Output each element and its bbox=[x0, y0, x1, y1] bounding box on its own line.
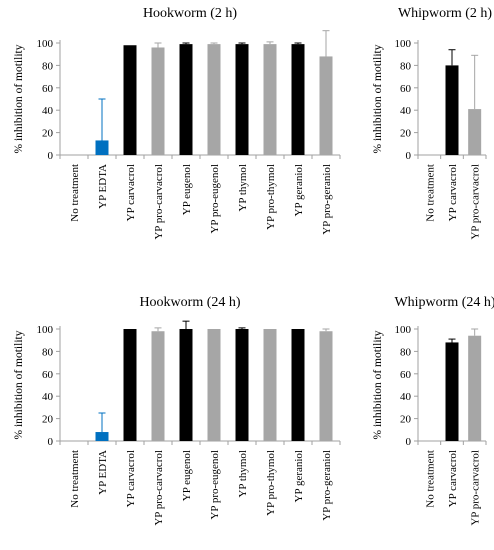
bar-6 bbox=[207, 44, 221, 156]
y-tick-label: 0 bbox=[48, 436, 54, 448]
y-tick-label: 100 bbox=[37, 38, 54, 50]
y-tick-label: 40 bbox=[400, 391, 412, 403]
y-tick-label: 40 bbox=[42, 391, 54, 403]
bar-3 bbox=[123, 329, 137, 441]
bar-10 bbox=[319, 56, 333, 155]
bar-9 bbox=[291, 44, 305, 156]
chart-panel-2: Whipworm (2 h) % inhibition of motility 0 2… bbox=[372, 6, 492, 240]
y-tick-label: 60 bbox=[400, 83, 412, 95]
y-tick-label: 20 bbox=[42, 414, 54, 426]
x-category-label: YP carvacrol bbox=[447, 450, 459, 507]
chart-title: Hookworm (24 h) bbox=[139, 295, 240, 310]
x-category-label: YP geraniol bbox=[293, 164, 305, 216]
y-tick-label: 20 bbox=[400, 128, 412, 140]
bar-5 bbox=[179, 44, 193, 156]
y-tick-label: 0 bbox=[406, 436, 412, 448]
y-tick-label: 0 bbox=[48, 150, 54, 162]
x-category-label: YP pro-eugenol bbox=[209, 164, 221, 234]
bar-8 bbox=[263, 44, 277, 156]
x-category-label: YP carvacrol bbox=[125, 164, 137, 221]
x-category-label: No treatment bbox=[69, 164, 81, 222]
x-category-label: YP carvacrol bbox=[447, 164, 459, 221]
y-axis-label: % inhibition of motility bbox=[372, 44, 384, 153]
chart-title: Hookworm (2 h) bbox=[143, 6, 237, 21]
y-tick-label: 60 bbox=[42, 83, 54, 95]
y-tick-label: 80 bbox=[42, 346, 54, 358]
bar-2 bbox=[95, 140, 109, 155]
y-tick-label: 100 bbox=[395, 38, 412, 50]
x-category-label: YP pro-carvacrol bbox=[153, 164, 165, 240]
bar-3 bbox=[123, 45, 137, 155]
y-tick-label: 100 bbox=[37, 324, 54, 336]
x-category-label: YP pro-geraniol bbox=[321, 164, 333, 235]
x-category-label: YP carvacrol bbox=[125, 450, 137, 507]
bar-4 bbox=[151, 47, 165, 156]
y-tick-label: 100 bbox=[395, 324, 412, 336]
chart-title: Whipworm (2 h) bbox=[398, 6, 492, 21]
y-tick-label: 20 bbox=[42, 128, 54, 140]
bar-7 bbox=[235, 329, 249, 441]
chart-panel-4: Whipworm (24 h) % inhibition of motility 0… bbox=[372, 295, 494, 526]
bar-7 bbox=[235, 44, 249, 156]
x-category-label: YP EDTA bbox=[97, 450, 109, 495]
y-axis-label: % inhibition of motility bbox=[13, 44, 25, 153]
y-tick-label: 40 bbox=[42, 105, 54, 117]
chart-panel-3: Hookworm (24 h) % inhibition of motility 0… bbox=[13, 295, 341, 526]
x-category-label: YP pro-thymol bbox=[265, 450, 277, 516]
y-tick-label: 80 bbox=[400, 60, 412, 72]
bar-2 bbox=[445, 65, 459, 155]
bar-2 bbox=[445, 342, 459, 441]
y-axis-label: % inhibition of motility bbox=[13, 330, 25, 439]
chart-title: Whipworm (24 h) bbox=[394, 295, 494, 310]
x-category-label: No treatment bbox=[69, 450, 81, 508]
bar-9 bbox=[291, 329, 305, 441]
x-category-label: YP pro-thymol bbox=[265, 164, 277, 230]
bar-6 bbox=[207, 329, 221, 441]
bar-2 bbox=[95, 432, 109, 441]
y-tick-label: 40 bbox=[400, 105, 412, 117]
y-axis-label: % inhibition of motility bbox=[372, 330, 384, 439]
x-category-label: YP geraniol bbox=[293, 450, 305, 502]
y-tick-label: 0 bbox=[406, 150, 412, 162]
y-tick-label: 80 bbox=[400, 346, 412, 358]
y-tick-label: 20 bbox=[400, 414, 412, 426]
x-category-label: YP thymol bbox=[237, 164, 249, 212]
y-tick-label: 60 bbox=[400, 369, 412, 381]
x-category-label: YP pro-carvacrol bbox=[153, 450, 165, 526]
x-category-label: YP pro-geraniol bbox=[321, 450, 333, 521]
x-category-label: YP pro-carvacrol bbox=[470, 450, 482, 526]
x-category-label: YP thymol bbox=[237, 450, 249, 498]
bar-8 bbox=[263, 329, 277, 441]
x-category-label: No treatment bbox=[424, 164, 436, 222]
x-category-label: YP pro-carvacrol bbox=[470, 164, 482, 240]
x-category-label: YP EDTA bbox=[97, 164, 109, 209]
bar-3 bbox=[468, 335, 482, 441]
x-category-label: No treatment bbox=[424, 450, 436, 508]
bar-5 bbox=[179, 329, 193, 441]
y-tick-label: 60 bbox=[42, 369, 54, 381]
y-tick-label: 80 bbox=[42, 60, 54, 72]
x-category-label: YP eugenol bbox=[181, 450, 193, 501]
x-category-label: YP eugenol bbox=[181, 164, 193, 215]
chart-panel-1: Hookworm (2 h) % inhibition of motility 0 2… bbox=[13, 6, 341, 240]
x-category-label: YP pro-eugenol bbox=[209, 450, 221, 520]
bar-3 bbox=[468, 109, 482, 155]
bar-10 bbox=[319, 331, 333, 441]
bar-4 bbox=[151, 331, 165, 441]
